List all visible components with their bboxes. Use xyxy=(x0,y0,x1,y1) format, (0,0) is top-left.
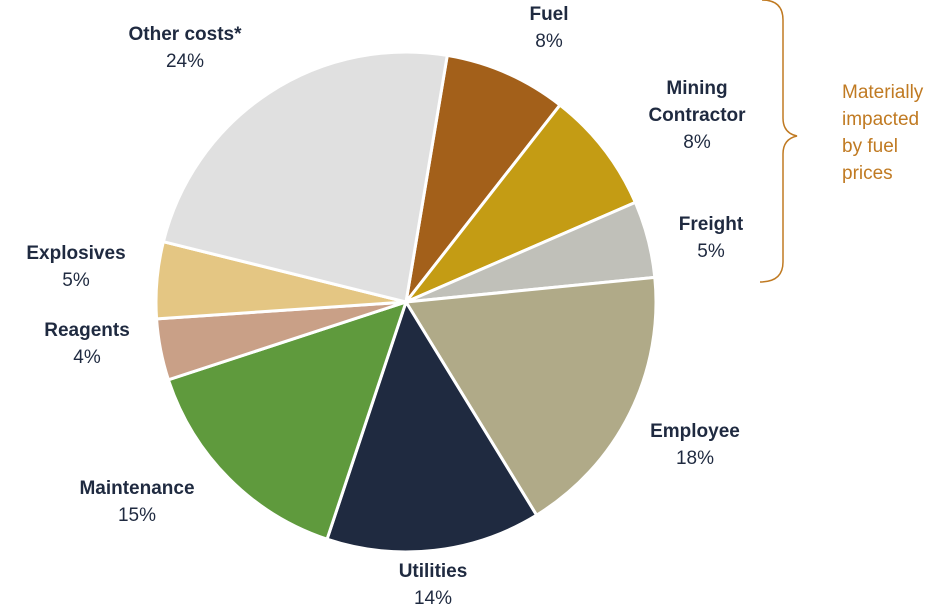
value-label: 8% xyxy=(535,31,563,52)
slice xyxy=(404,102,638,304)
slice xyxy=(161,50,449,304)
slice-label: Mining Contractor xyxy=(648,78,746,126)
value-label: 5% xyxy=(697,241,725,262)
slice-label: Fuel xyxy=(529,4,568,25)
slice-label: Utilities xyxy=(399,561,468,582)
slice-label: Explosives xyxy=(26,243,125,264)
slice-label: Maintenance xyxy=(79,478,194,499)
brace xyxy=(759,0,798,283)
slice xyxy=(404,53,563,303)
slice-label: Employee xyxy=(650,421,740,442)
label-line: Contractor xyxy=(648,105,746,126)
value-label: 14% xyxy=(414,588,452,609)
slice-label: Other costs* xyxy=(129,24,243,45)
label-line: Mining xyxy=(666,78,727,99)
slice-label: Freight xyxy=(679,214,744,235)
annotation: by fuel xyxy=(842,136,898,157)
slice xyxy=(325,298,539,554)
slice xyxy=(403,275,658,518)
annotation: impacted xyxy=(842,109,919,130)
value-label: 15% xyxy=(118,505,156,526)
value-label: 18% xyxy=(676,448,714,469)
value-label: 24% xyxy=(166,51,204,72)
value-label: 5% xyxy=(62,270,90,291)
annotation: Materially xyxy=(842,82,924,103)
value-label: 8% xyxy=(683,132,711,153)
annotation: prices xyxy=(842,163,893,184)
slice-label: Reagents xyxy=(44,320,130,341)
value-label: 4% xyxy=(73,347,101,368)
